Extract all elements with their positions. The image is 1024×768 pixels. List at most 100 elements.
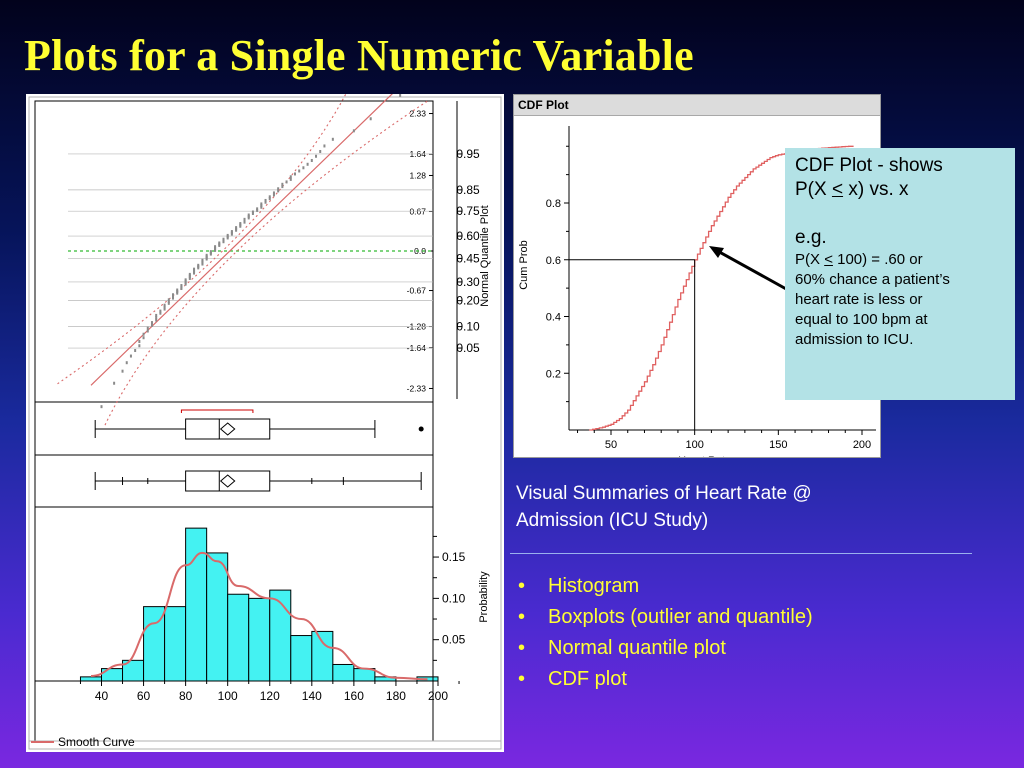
callout-text: P(X bbox=[795, 179, 832, 200]
nq-point bbox=[172, 294, 175, 298]
bullet-list: • Histogram • Boxplots (outlier and quanti… bbox=[518, 571, 813, 695]
nq-point bbox=[239, 222, 242, 226]
nq-point bbox=[230, 230, 233, 234]
nq-point bbox=[260, 205, 263, 209]
nq-point bbox=[201, 258, 204, 262]
nq-point bbox=[100, 405, 103, 409]
nq-point bbox=[298, 169, 301, 173]
histogram-prob-title: Probability bbox=[478, 571, 490, 623]
histogram-bar bbox=[248, 597, 271, 682]
nq-prob-tick-label: 0.95 bbox=[456, 147, 480, 161]
cdf-x-tick-label: 200 bbox=[853, 439, 871, 451]
nq-point bbox=[176, 290, 179, 294]
callout-example-line: P(X < 100) = .60 or bbox=[795, 250, 1005, 270]
nq-prob-tick-label: 0.75 bbox=[456, 204, 480, 218]
callout-spacer bbox=[795, 202, 1005, 226]
nq-point bbox=[235, 226, 238, 230]
nq-point bbox=[272, 193, 275, 197]
cdf-x-tick-label: 150 bbox=[769, 439, 787, 451]
nq-prob-tick-label: 0.30 bbox=[456, 275, 480, 289]
nq-point bbox=[129, 354, 132, 358]
bullet-icon: • bbox=[518, 668, 526, 690]
nq-point bbox=[289, 177, 292, 181]
nq-point bbox=[310, 158, 313, 162]
histogram-prob-tick-label: 0.05 bbox=[442, 633, 466, 647]
bullet-item-cdf: • CDF plot bbox=[518, 664, 813, 695]
nq-point bbox=[167, 300, 170, 304]
cdf-x-title: Heart Rate bbox=[678, 455, 731, 457]
nq-point bbox=[260, 202, 263, 206]
cdf-y-tick-label: 0.8 bbox=[546, 198, 561, 210]
bullet-item-normal-quantile: • Normal quantile plot bbox=[518, 633, 813, 664]
nq-point bbox=[159, 311, 162, 315]
histogram-prob-tick-label: 0.10 bbox=[442, 591, 466, 605]
histogram-prob-tick-label: 0.15 bbox=[442, 550, 466, 564]
nq-point bbox=[251, 210, 254, 214]
bullet-label: Histogram bbox=[548, 575, 640, 597]
histogram-x-tick-label: 100 bbox=[218, 689, 238, 703]
nq-point bbox=[155, 318, 158, 322]
callout-line-1: CDF Plot - shows bbox=[795, 155, 943, 176]
nq-point bbox=[172, 296, 175, 300]
callout-example-rest-3: equal to 100 bpm at bbox=[795, 311, 928, 328]
nq-prob-tick-label: 0.20 bbox=[456, 294, 480, 308]
nq-point bbox=[277, 187, 280, 191]
histogram-x-tick-label: 180 bbox=[386, 689, 406, 703]
cdf-callout-box: CDF Plot - shows P(X < x) vs. x e.g. P(X… bbox=[785, 148, 1015, 400]
nq-z-tick-label: -2.33 bbox=[407, 383, 427, 393]
nq-point bbox=[138, 340, 141, 344]
smooth-curve bbox=[90, 551, 428, 681]
histogram-bar bbox=[227, 593, 250, 682]
nq-point bbox=[197, 263, 200, 267]
quantile-box bbox=[185, 470, 271, 492]
callout-text: 100) = .60 or bbox=[832, 251, 923, 268]
histogram-bar bbox=[185, 527, 208, 682]
nq-z-tick-label: 1.28 bbox=[409, 170, 426, 180]
histogram-bar bbox=[79, 676, 102, 682]
nq-point bbox=[256, 208, 259, 212]
nq-z-tick-label: -0.67 bbox=[407, 286, 427, 296]
nq-point bbox=[205, 253, 208, 257]
nq-point bbox=[331, 137, 334, 141]
nq-prob-tick-label: 0.60 bbox=[456, 229, 480, 243]
nq-point bbox=[167, 301, 170, 305]
nq-point bbox=[176, 288, 179, 292]
nq-point bbox=[218, 241, 221, 245]
nq-point bbox=[163, 307, 166, 311]
cdf-plot-header: CDF Plot bbox=[514, 95, 880, 116]
nq-point bbox=[323, 144, 326, 148]
nq-point bbox=[214, 245, 217, 249]
cdf-x-tick-label: 100 bbox=[685, 439, 703, 451]
nq-point bbox=[184, 278, 187, 282]
nq-point bbox=[176, 291, 179, 295]
histogram-bar bbox=[290, 635, 313, 682]
quantile-box-mean-diamond bbox=[219, 474, 236, 488]
histogram-x-tick-label: 40 bbox=[95, 689, 109, 703]
bullet-icon: • bbox=[518, 575, 526, 597]
nq-point bbox=[281, 185, 284, 189]
bullet-icon: • bbox=[518, 606, 526, 628]
nq-point bbox=[264, 200, 267, 204]
histogram-bar bbox=[101, 668, 124, 682]
nq-point bbox=[251, 211, 254, 215]
slide-title: Plots for a Single Numeric Variable bbox=[24, 31, 694, 80]
nq-point bbox=[268, 195, 271, 199]
less-equal-symbol: < bbox=[824, 251, 833, 268]
bullet-label: Boxplots (outlier and quantile) bbox=[548, 606, 813, 628]
nq-point bbox=[142, 332, 145, 336]
nq-point bbox=[281, 182, 284, 186]
nq-point bbox=[138, 344, 141, 348]
outlier-point bbox=[418, 426, 424, 432]
divider bbox=[510, 553, 972, 554]
legend-label: Smooth Curve bbox=[58, 735, 135, 749]
histogram-x-tick-label: 80 bbox=[179, 689, 193, 703]
callout-text: x) vs. x bbox=[843, 179, 909, 200]
bullet-label: Normal quantile plot bbox=[548, 637, 726, 659]
cdf-plot-title: CDF Plot bbox=[518, 98, 569, 112]
nq-point bbox=[352, 129, 355, 133]
nq-point bbox=[277, 189, 280, 193]
histogram-x-tick-label: 140 bbox=[302, 689, 322, 703]
nq-point bbox=[113, 381, 116, 385]
histogram-x-tick-label: 120 bbox=[260, 689, 280, 703]
nq-point bbox=[268, 197, 271, 201]
